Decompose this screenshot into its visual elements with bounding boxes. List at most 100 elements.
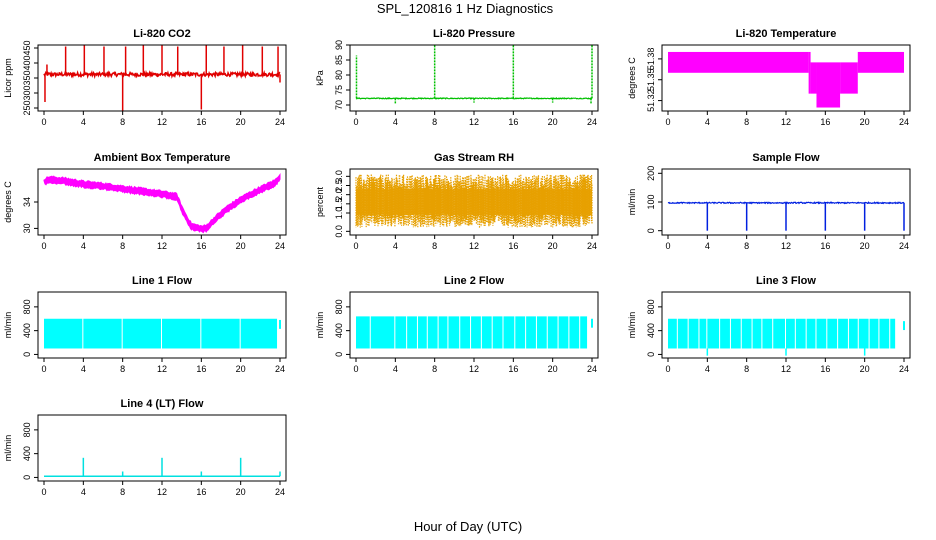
series-co2 — [43, 45, 281, 111]
y-tick-label: 30 — [22, 223, 32, 233]
y-tick-label: 450 — [22, 40, 32, 55]
chart-title: Ambient Box Temperature — [94, 152, 231, 164]
x-tick-label: 12 — [157, 487, 167, 497]
figure-title: SPL_120816 1 Hz Diagnostics — [377, 1, 554, 16]
y-axis-label: degrees C — [627, 57, 637, 99]
y-tick-label: 300 — [22, 85, 32, 100]
x-tick-label: 16 — [508, 241, 518, 251]
x-tick-label: 0 — [665, 117, 670, 127]
x-tick-label: 20 — [236, 364, 246, 374]
flow-block — [481, 316, 492, 349]
flow-block — [122, 318, 161, 349]
plot-frame — [349, 44, 599, 112]
flow-block — [83, 318, 122, 349]
series-line4 — [44, 457, 281, 477]
flow-block — [869, 318, 879, 349]
flow-block — [427, 316, 438, 349]
flow-block — [827, 318, 838, 349]
y-tick-label: 85 — [334, 55, 344, 65]
x-tick-label: 0 — [665, 241, 670, 251]
figure-xlabel: Hour of Day (UTC) — [414, 519, 522, 534]
flow-block — [569, 316, 580, 349]
flow-block — [795, 318, 806, 349]
y-tick-label: 0 — [334, 352, 344, 357]
x-tick-label: 24 — [275, 487, 285, 497]
band — [668, 51, 809, 73]
y-tick-label: 250 — [22, 100, 32, 115]
flow-block — [816, 318, 827, 349]
x-tick-label: 8 — [120, 487, 125, 497]
x-tick-label: 0 — [353, 241, 358, 251]
series-rh — [355, 174, 593, 228]
x-tick-label: 4 — [393, 241, 398, 251]
chart-title: Line 2 Flow — [444, 275, 504, 287]
x-tick-label: 0 — [41, 364, 46, 374]
x-tick-label: 24 — [587, 364, 597, 374]
x-tick-label: 24 — [275, 117, 285, 127]
flow-block — [492, 316, 503, 349]
flow-block — [730, 318, 741, 349]
y-axis-label: ml/min — [3, 435, 13, 462]
y-tick-label: 90 — [334, 40, 344, 50]
x-tick-label: 0 — [353, 364, 358, 374]
x-tick-label: 8 — [432, 241, 437, 251]
x-tick-label: 0 — [665, 364, 670, 374]
flow-block — [395, 316, 407, 349]
series-box_temp — [43, 172, 281, 234]
series-licor_temp — [668, 51, 904, 108]
flow-block — [44, 318, 83, 349]
y-tick-label: 0 — [646, 352, 656, 357]
x-tick-label: 16 — [820, 241, 830, 251]
x-tick-label: 0 — [353, 117, 358, 127]
flow-block — [240, 318, 278, 349]
x-tick-label: 4 — [81, 364, 86, 374]
y-tick-label: 400 — [22, 323, 32, 338]
x-tick-label: 20 — [236, 117, 246, 127]
x-tick-label: 16 — [508, 364, 518, 374]
y-tick-label: 2.0 — [334, 188, 344, 201]
y-tick-label: 2.5 — [334, 179, 344, 192]
series-line2 — [356, 316, 593, 349]
x-tick-label: 4 — [81, 117, 86, 127]
x-tick-label: 16 — [196, 364, 206, 374]
x-tick-label: 24 — [587, 241, 597, 251]
band — [808, 51, 811, 94]
y-tick-label: 80 — [334, 70, 344, 80]
flow-block — [471, 316, 481, 349]
flow-block — [515, 316, 526, 349]
x-tick-label: 4 — [705, 117, 710, 127]
x-tick-label: 12 — [781, 117, 791, 127]
y-tick-label: 0 — [22, 352, 32, 357]
chart-title: Li-820 Temperature — [736, 28, 837, 40]
x-tick-label: 24 — [899, 117, 909, 127]
flow-block — [773, 318, 785, 349]
chart-title: Li-820 CO2 — [133, 28, 190, 40]
x-tick-label: 4 — [393, 364, 398, 374]
x-tick-label: 8 — [432, 117, 437, 127]
flow-block — [890, 318, 896, 349]
band — [857, 51, 904, 73]
x-tick-label: 20 — [860, 364, 870, 374]
y-axis-label: ml/min — [3, 312, 13, 339]
y-tick-label: 3.0 — [334, 170, 344, 183]
x-tick-label: 12 — [469, 364, 479, 374]
x-tick-label: 12 — [781, 241, 791, 251]
flow-block — [838, 318, 848, 349]
x-tick-label: 12 — [157, 241, 167, 251]
y-axis-label: kPa — [315, 70, 325, 86]
flow-block — [707, 318, 720, 349]
flow-block — [417, 316, 427, 349]
flow-block — [536, 316, 547, 349]
flow-block — [720, 318, 730, 349]
x-tick-label: 24 — [899, 241, 909, 251]
series-core — [356, 189, 592, 215]
flow-block — [762, 318, 773, 349]
flow-block — [407, 316, 417, 349]
x-tick-label: 16 — [196, 241, 206, 251]
x-tick-label: 16 — [508, 117, 518, 127]
x-tick-label: 4 — [705, 364, 710, 374]
chart-sample_flow: Sample Flow ml/min 0 4 8 12 16 20 24 0 100 200 — [627, 152, 911, 251]
flow-block — [162, 318, 201, 349]
